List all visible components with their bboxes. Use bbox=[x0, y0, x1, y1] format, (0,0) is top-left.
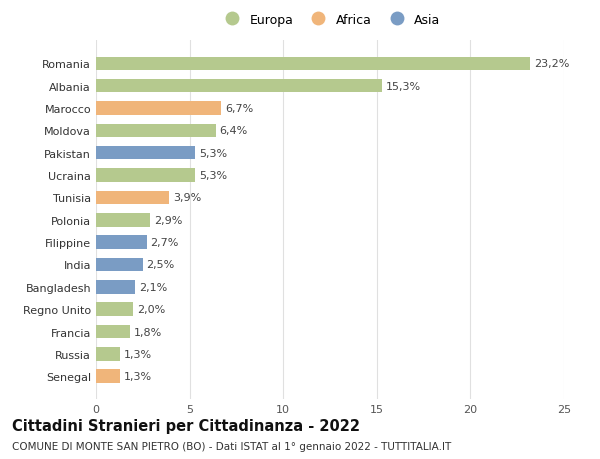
Bar bbox=[96, 303, 133, 316]
Bar bbox=[96, 347, 121, 361]
Text: 6,4%: 6,4% bbox=[220, 126, 248, 136]
Text: 2,9%: 2,9% bbox=[154, 215, 182, 225]
Text: 5,3%: 5,3% bbox=[199, 148, 227, 158]
Text: 2,5%: 2,5% bbox=[146, 260, 175, 270]
Text: 2,1%: 2,1% bbox=[139, 282, 167, 292]
Bar bbox=[96, 57, 530, 71]
Text: 1,3%: 1,3% bbox=[124, 371, 152, 381]
Bar bbox=[96, 102, 221, 116]
Bar bbox=[96, 80, 382, 93]
Bar bbox=[96, 236, 146, 249]
Text: 15,3%: 15,3% bbox=[386, 82, 421, 91]
Text: COMUNE DI MONTE SAN PIETRO (BO) - Dati ISTAT al 1° gennaio 2022 - TUTTITALIA.IT: COMUNE DI MONTE SAN PIETRO (BO) - Dati I… bbox=[12, 441, 451, 451]
Text: 1,8%: 1,8% bbox=[133, 327, 161, 337]
Text: 5,3%: 5,3% bbox=[199, 171, 227, 181]
Bar bbox=[96, 124, 216, 138]
Bar bbox=[96, 280, 136, 294]
Bar bbox=[96, 213, 150, 227]
Text: 23,2%: 23,2% bbox=[534, 59, 569, 69]
Bar bbox=[96, 169, 195, 182]
Text: 1,3%: 1,3% bbox=[124, 349, 152, 359]
Bar bbox=[96, 258, 143, 272]
Text: Cittadini Stranieri per Cittadinanza - 2022: Cittadini Stranieri per Cittadinanza - 2… bbox=[12, 418, 360, 433]
Text: 2,0%: 2,0% bbox=[137, 304, 166, 314]
Text: 3,9%: 3,9% bbox=[173, 193, 201, 203]
Text: 2,7%: 2,7% bbox=[150, 238, 179, 247]
Bar bbox=[96, 325, 130, 338]
Bar bbox=[96, 147, 195, 160]
Bar bbox=[96, 191, 169, 205]
Bar bbox=[96, 369, 121, 383]
Legend: Europa, Africa, Asia: Europa, Africa, Asia bbox=[215, 9, 445, 32]
Text: 6,7%: 6,7% bbox=[225, 104, 253, 114]
